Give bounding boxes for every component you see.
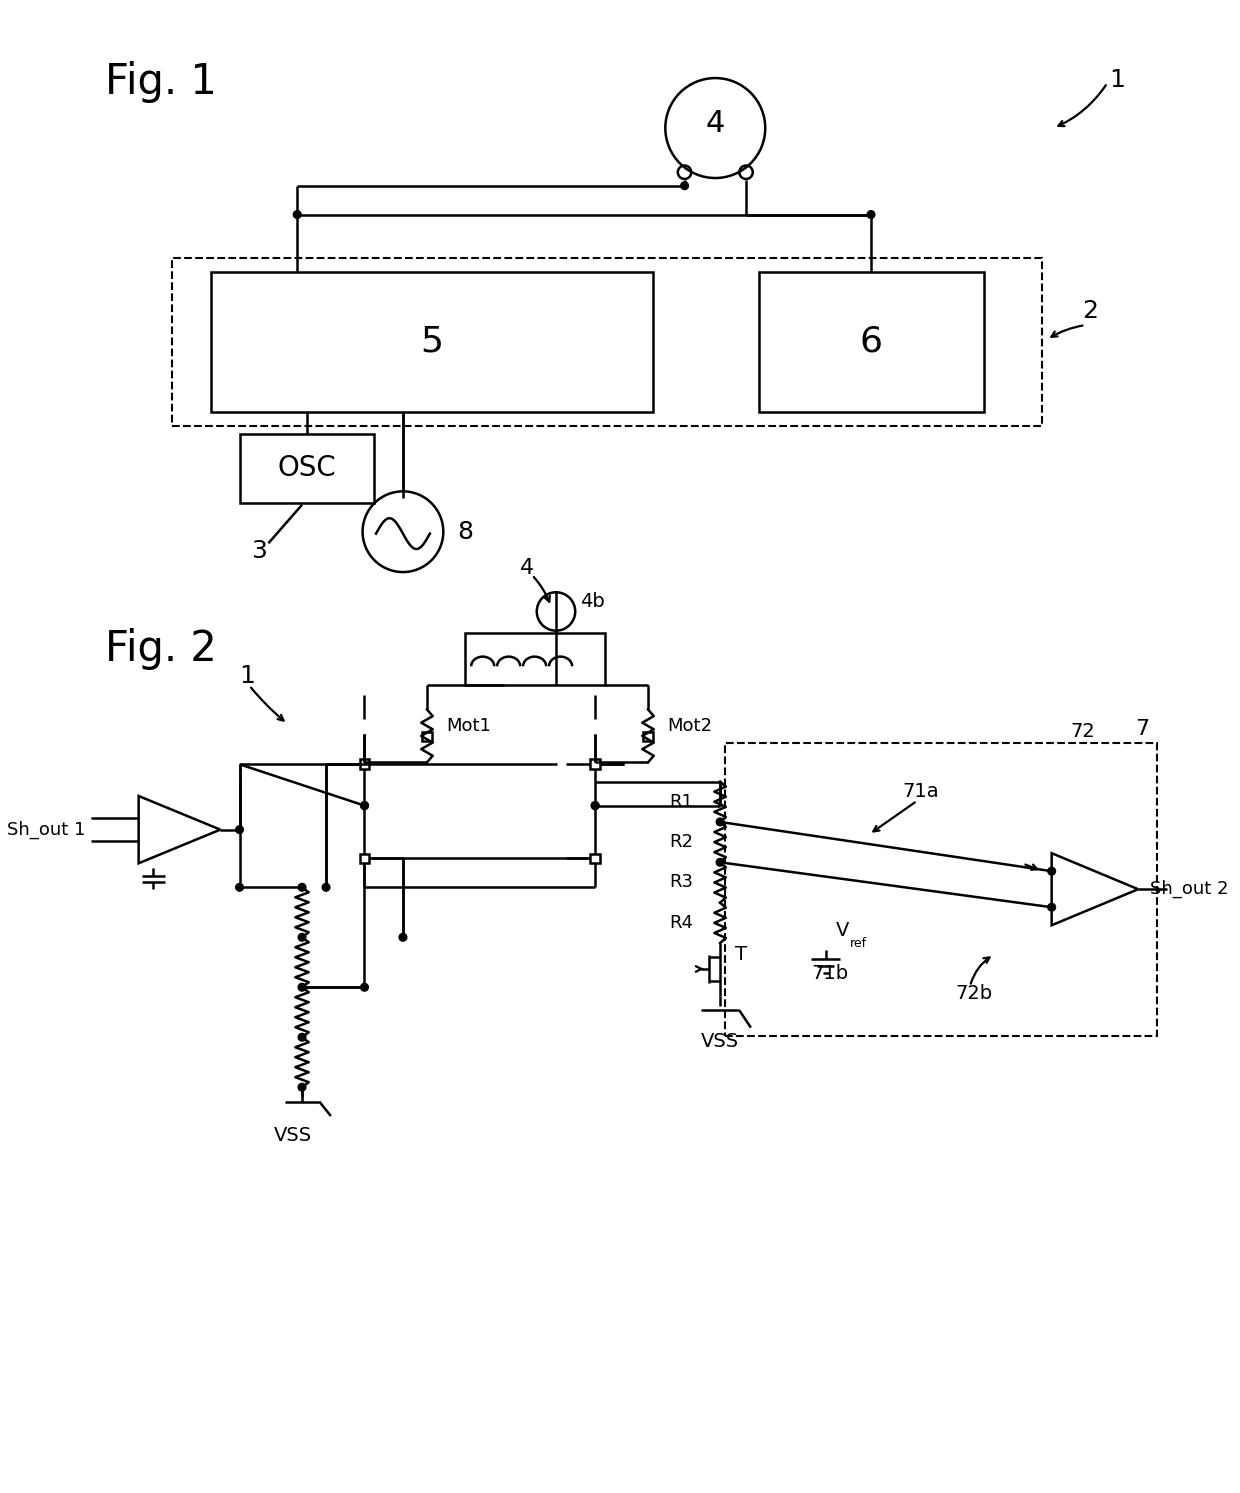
Text: Fig. 2: Fig. 2 <box>105 629 217 670</box>
Text: 72: 72 <box>1070 723 1095 741</box>
Text: ref: ref <box>849 938 867 950</box>
Text: 6: 6 <box>861 325 883 358</box>
Circle shape <box>294 211 301 218</box>
Text: R1: R1 <box>670 793 693 811</box>
Bar <box>422 732 432 741</box>
Text: OSC: OSC <box>278 454 336 482</box>
Text: 4: 4 <box>706 109 725 137</box>
Bar <box>644 732 652 741</box>
Text: 71b: 71b <box>811 964 848 984</box>
Text: T: T <box>734 945 746 964</box>
Text: V: V <box>836 921 849 941</box>
Circle shape <box>298 933 306 941</box>
Circle shape <box>717 818 724 826</box>
Text: 8: 8 <box>458 520 474 543</box>
Circle shape <box>298 1033 306 1041</box>
Text: Sh_out 1: Sh_out 1 <box>7 821 86 839</box>
Circle shape <box>361 802 368 809</box>
Bar <box>172 258 1042 426</box>
Circle shape <box>1048 903 1055 911</box>
Bar <box>465 633 605 685</box>
Text: VSS: VSS <box>273 1126 311 1145</box>
Circle shape <box>591 802 599 809</box>
Circle shape <box>591 802 599 809</box>
Circle shape <box>399 933 407 941</box>
Text: 4b: 4b <box>580 593 605 611</box>
Text: 4: 4 <box>520 558 534 578</box>
Bar <box>360 854 370 863</box>
Text: 2: 2 <box>1083 299 1099 322</box>
Circle shape <box>361 802 368 809</box>
Bar <box>239 433 374 503</box>
Text: 1: 1 <box>1110 69 1125 93</box>
Text: Mot1: Mot1 <box>446 717 491 736</box>
Bar <box>725 744 1157 1036</box>
Circle shape <box>681 182 688 190</box>
Bar <box>590 854 600 863</box>
Circle shape <box>361 984 368 991</box>
Circle shape <box>298 984 306 991</box>
Text: 72b: 72b <box>956 984 993 1002</box>
Bar <box>590 760 600 769</box>
Circle shape <box>236 826 243 833</box>
Text: VSS: VSS <box>701 1032 739 1051</box>
Text: Sh_out 2: Sh_out 2 <box>1149 879 1228 899</box>
Text: 1: 1 <box>239 664 255 688</box>
Bar <box>759 272 985 412</box>
Text: R3: R3 <box>670 873 693 891</box>
Circle shape <box>717 858 724 866</box>
Circle shape <box>298 1084 306 1091</box>
Bar <box>360 760 370 769</box>
Text: Fig. 1: Fig. 1 <box>105 61 217 103</box>
Text: Mot2: Mot2 <box>667 717 712 736</box>
Circle shape <box>867 211 875 218</box>
Circle shape <box>236 884 243 891</box>
Bar <box>211 272 652 412</box>
Text: R4: R4 <box>670 914 693 932</box>
Text: 3: 3 <box>250 539 267 563</box>
Text: 7: 7 <box>1136 718 1149 739</box>
Text: 5: 5 <box>420 325 443 358</box>
Circle shape <box>298 884 306 891</box>
Text: 71a: 71a <box>903 782 940 800</box>
Circle shape <box>322 884 330 891</box>
Text: R2: R2 <box>670 833 693 851</box>
Circle shape <box>1048 867 1055 875</box>
